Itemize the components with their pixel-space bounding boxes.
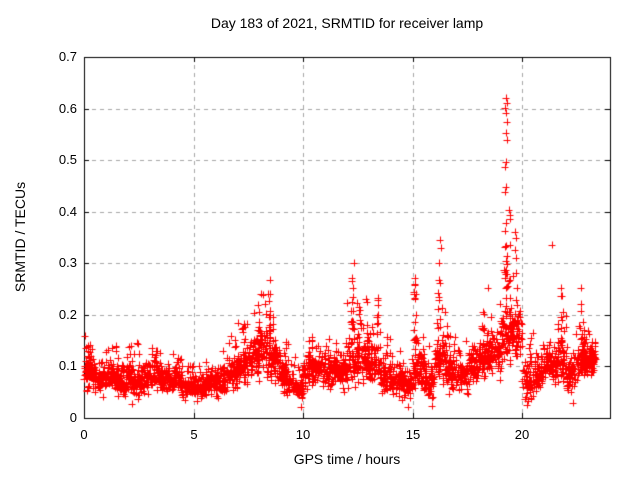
y-tick-label: 0.1 [58,358,77,373]
x-tick-label: 5 [190,427,198,442]
y-tick-label: 0.5 [58,152,77,167]
x-tick-label: 10 [295,427,311,442]
y-tick-label: 0.6 [58,101,77,116]
y-tick-label: 0.7 [58,49,77,64]
x-tick-label: 20 [514,427,530,442]
x-tick-label: 15 [405,427,421,442]
chart-title: Day 183 of 2021, SRMTID for receiver lam… [210,15,484,31]
y-tick-label: 0.2 [58,307,77,322]
y-axis-title: SRMTID / TECUs [12,181,28,293]
y-tick-label: 0 [69,410,77,425]
y-tick-label: 0.3 [58,255,77,270]
y-tick-label: 0.4 [58,204,77,219]
x-tick-label: 0 [80,427,88,442]
x-axis-title: GPS time / hours [293,451,401,467]
